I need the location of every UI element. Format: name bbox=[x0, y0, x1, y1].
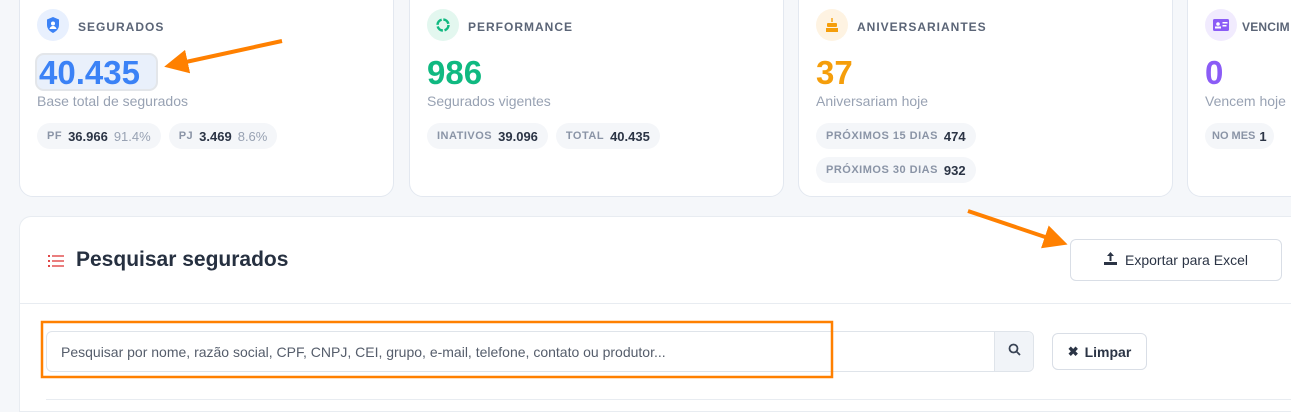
pill-label: INATIVOS bbox=[437, 130, 493, 142]
card-title: VENCIM bbox=[1242, 20, 1290, 34]
search-button[interactable] bbox=[994, 332, 1033, 371]
pill-total: TOTAL 40.435 bbox=[555, 123, 660, 149]
card-subtitle: Vencem hoje bbox=[1205, 93, 1286, 109]
card-title: SEGURADOS bbox=[78, 20, 165, 34]
search-field bbox=[46, 331, 1034, 372]
pill-inativos: INATIVOS 39.096 bbox=[427, 123, 548, 149]
card-aniversariantes: ANIVERSARIANTES 37 Aniversariam hoje PRÓ… bbox=[798, 0, 1173, 197]
pill-label: PF bbox=[47, 130, 63, 142]
card-performance: PERFORMANCE 986 Segurados vigentes INATI… bbox=[409, 0, 784, 197]
clear-button[interactable]: ✖ Limpar bbox=[1052, 333, 1147, 370]
pill-percent: 8.6% bbox=[237, 128, 268, 144]
divider bbox=[46, 399, 1291, 400]
pill-label: PRÓXIMOS 15 DIAS bbox=[826, 130, 938, 142]
clear-label: Limpar bbox=[1084, 343, 1132, 360]
ring-chart-icon bbox=[427, 9, 459, 41]
shield-user-icon bbox=[37, 9, 69, 41]
birthday-cake-icon bbox=[816, 9, 848, 41]
pill-no-mes: NO MES 1 bbox=[1205, 123, 1274, 149]
pill-value: 932 bbox=[943, 162, 966, 178]
card-title: PERFORMANCE bbox=[468, 20, 574, 34]
export-label: Exportar para Excel bbox=[1125, 252, 1248, 268]
export-excel-button[interactable]: Exportar para Excel bbox=[1070, 239, 1282, 281]
pill-value: 40.435 bbox=[610, 128, 650, 144]
page-title: Pesquisar segurados bbox=[76, 248, 289, 271]
pill-value: 1 bbox=[1259, 128, 1267, 144]
list-icon bbox=[48, 254, 64, 273]
pill-label: TOTAL bbox=[565, 130, 605, 142]
pill-value: 36.966 bbox=[68, 128, 108, 144]
pill-proximos-30: PRÓXIMOS 30 DIAS 932 bbox=[816, 157, 976, 183]
pill-label: PJ bbox=[178, 130, 194, 142]
card-title: ANIVERSARIANTES bbox=[857, 20, 987, 34]
pill-value: 3.469 bbox=[199, 128, 232, 144]
search-input[interactable] bbox=[47, 332, 994, 371]
card-subtitle: Base total de segurados bbox=[37, 93, 188, 109]
card-value: 37 bbox=[816, 54, 853, 91]
divider bbox=[20, 303, 1291, 304]
upload-icon bbox=[1104, 252, 1118, 268]
pill-proximos-15: PRÓXIMOS 15 DIAS 474 bbox=[816, 123, 976, 149]
search-icon bbox=[1008, 343, 1021, 361]
pill-pf: PF 36.966 91.4% bbox=[37, 123, 161, 149]
card-value: 40.435 bbox=[39, 54, 140, 91]
card-value: 0 bbox=[1205, 54, 1224, 91]
search-panel: Pesquisar segurados Exportar para Excel … bbox=[19, 216, 1291, 412]
pill-value: 39.096 bbox=[498, 128, 538, 144]
pill-percent: 91.4% bbox=[113, 128, 151, 144]
card-subtitle: Aniversariam hoje bbox=[816, 93, 929, 109]
pill-label: PRÓXIMOS 30 DIAS bbox=[826, 164, 938, 176]
card-subtitle: Segurados vigentes bbox=[427, 93, 551, 109]
value-highlight bbox=[35, 53, 158, 91]
card-segurados: SEGURADOS 40.435 Base total de segurados… bbox=[19, 0, 394, 197]
close-icon: ✖ bbox=[1067, 343, 1079, 359]
card-vencimentos: VENCIM 0 Vencem hoje NO MES 1 bbox=[1187, 0, 1291, 197]
id-card-icon bbox=[1205, 9, 1237, 41]
pill-pj: PJ 3.469 8.6% bbox=[168, 123, 278, 149]
pill-label: NO MES bbox=[1212, 130, 1256, 142]
card-value: 986 bbox=[427, 54, 483, 91]
pill-value: 474 bbox=[943, 128, 966, 144]
